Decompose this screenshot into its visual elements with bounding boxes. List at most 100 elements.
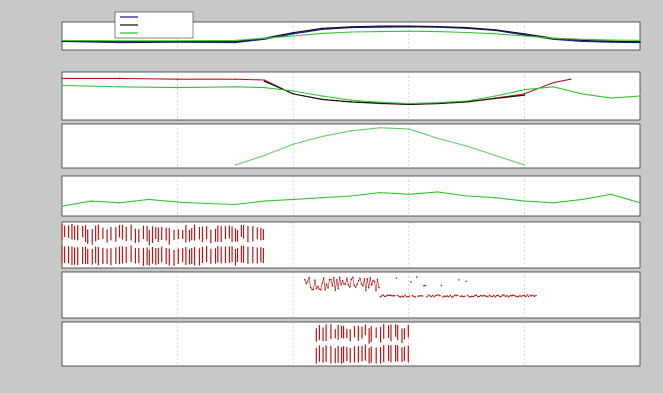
scatter-point [382, 294, 385, 296]
series-line [264, 80, 525, 105]
scatter-point [514, 295, 517, 297]
series-point [379, 127, 381, 129]
scatter-point [527, 295, 530, 298]
scatter-trace [374, 281, 377, 291]
series-point [292, 32, 294, 34]
scatter-trace [339, 277, 342, 285]
scatter-point [458, 279, 460, 281]
series-point [437, 25, 439, 28]
scatter-point [436, 294, 438, 296]
series-point [523, 34, 526, 36]
series-point [581, 38, 583, 40]
panel-1 [61, 11, 641, 51]
series-point [119, 86, 121, 88]
series-point [292, 93, 294, 95]
scatter-point [474, 294, 476, 297]
scatter-point [508, 295, 511, 297]
scatter-point [513, 294, 515, 297]
scatter-point [446, 295, 449, 297]
scatter-point [482, 294, 485, 297]
series-point [552, 202, 554, 204]
series-point [610, 39, 612, 41]
series-point [610, 97, 612, 99]
series-point [581, 198, 583, 201]
series-point [61, 39, 63, 42]
scatter-point [440, 284, 443, 287]
series-point [494, 29, 497, 31]
series-point [176, 201, 179, 203]
scatter-point [519, 294, 521, 297]
scatter-point [453, 294, 456, 296]
scatter-point [507, 296, 510, 298]
series-point [581, 39, 583, 42]
scatter-point [423, 284, 425, 287]
scatter-point [523, 294, 526, 297]
scatter-point [398, 295, 401, 298]
series-point [263, 79, 265, 81]
series-point [321, 95, 323, 97]
series-point [523, 200, 526, 202]
series-point [292, 35, 294, 37]
scatter-point [445, 295, 447, 298]
scatter-trace [332, 277, 335, 286]
series-point [350, 26, 352, 28]
scatter-point [469, 295, 472, 298]
series-point [292, 90, 294, 92]
scatter-point [402, 295, 405, 298]
scatter-point [413, 295, 415, 298]
scatter-point [421, 295, 424, 297]
series-point [408, 25, 410, 27]
scatter-point [424, 284, 427, 287]
series-point [263, 38, 265, 40]
series-point [610, 193, 612, 195]
series-point [350, 31, 352, 33]
scatter-point [447, 295, 450, 298]
series-point [176, 40, 179, 42]
scatter-trace [352, 277, 355, 286]
scatter-point [418, 295, 421, 297]
series-point [639, 41, 641, 43]
scatter-point [439, 294, 441, 297]
scatter-trace [334, 279, 338, 291]
series-point [494, 97, 497, 100]
series-point [379, 25, 381, 27]
scatter-trace [362, 278, 365, 286]
scatter-trace [349, 279, 352, 287]
scatter-point [408, 295, 411, 297]
series-point [350, 130, 352, 132]
scatter-point [497, 294, 499, 297]
scatter-point [481, 295, 483, 297]
scatter-point [395, 277, 398, 279]
series-point [263, 37, 265, 39]
series-line [61, 30, 641, 42]
scatter-trace [313, 280, 316, 290]
series-point [205, 202, 208, 205]
scatter-trace [336, 279, 339, 289]
scatter-point [415, 276, 418, 278]
scatter-point [506, 294, 508, 297]
scatter-point [420, 294, 422, 297]
series-point [523, 35, 526, 37]
scatter-point [516, 295, 518, 298]
series-point [379, 26, 381, 28]
scatter-point [397, 294, 399, 297]
series-point [234, 41, 237, 43]
series-point [321, 135, 323, 138]
scatter-point [498, 295, 501, 298]
series-point [263, 154, 265, 157]
scatter-point [494, 295, 497, 298]
series-point [119, 202, 121, 204]
series-point [581, 93, 583, 95]
series-point [552, 81, 554, 84]
scatter-point [417, 295, 419, 297]
series-point [61, 84, 63, 87]
scatter-trace [323, 278, 326, 290]
scatter-point [485, 295, 488, 298]
series-point [408, 102, 410, 105]
scatter-point [392, 294, 395, 297]
scatter-point [476, 295, 479, 298]
scatter-trace [364, 278, 367, 291]
series-point [523, 94, 526, 96]
panel-background [61, 321, 641, 367]
scatter-point [411, 294, 414, 297]
